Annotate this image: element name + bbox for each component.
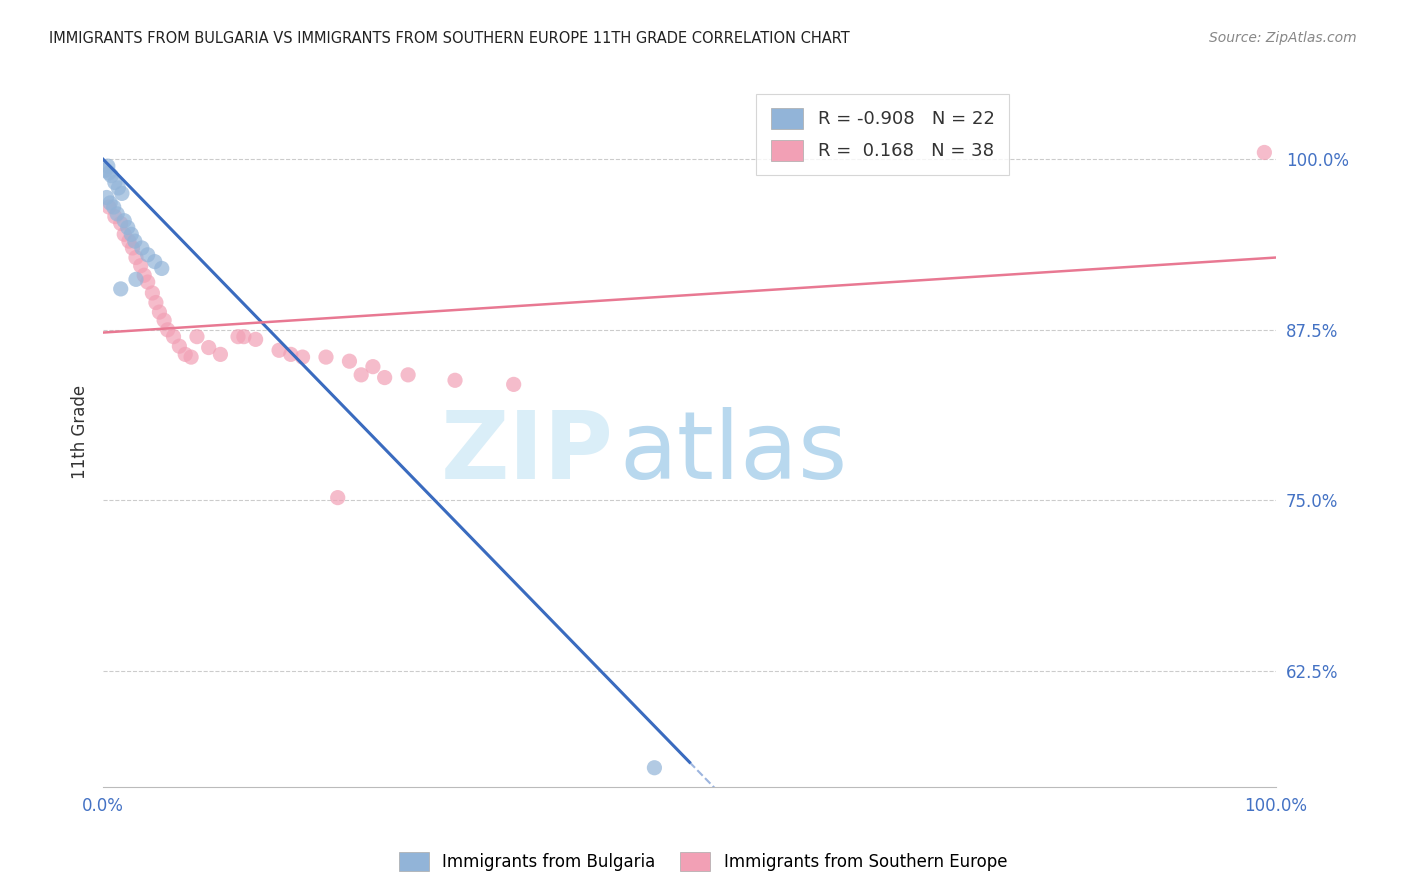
Point xyxy=(226,329,249,343)
Point xyxy=(98,196,121,211)
Point xyxy=(117,220,139,235)
Point xyxy=(104,176,127,190)
Point xyxy=(107,181,129,195)
Point xyxy=(112,213,135,227)
Point xyxy=(120,227,142,242)
Point xyxy=(96,190,118,204)
Point xyxy=(94,163,117,178)
Point xyxy=(110,282,132,296)
Point xyxy=(136,275,159,289)
Point xyxy=(396,368,419,382)
Point xyxy=(143,254,166,268)
Point xyxy=(169,339,191,353)
Point xyxy=(98,200,121,214)
Point xyxy=(350,368,373,382)
Text: Source: ZipAtlas.com: Source: ZipAtlas.com xyxy=(1209,31,1357,45)
Point xyxy=(131,241,153,255)
Point xyxy=(444,373,467,387)
Point xyxy=(121,241,143,255)
Point xyxy=(148,305,170,319)
Point xyxy=(643,761,665,775)
Point xyxy=(197,341,219,355)
Text: atlas: atlas xyxy=(619,408,848,500)
Point xyxy=(209,347,232,361)
Point xyxy=(104,210,127,224)
Point xyxy=(186,329,208,343)
Text: IMMIGRANTS FROM BULGARIA VS IMMIGRANTS FROM SOUTHERN EUROPE 11TH GRADE CORRELATI: IMMIGRANTS FROM BULGARIA VS IMMIGRANTS F… xyxy=(49,31,851,46)
Point xyxy=(105,207,128,221)
Point xyxy=(110,216,132,230)
Point xyxy=(125,251,148,265)
Point xyxy=(339,354,361,368)
Point xyxy=(174,347,197,361)
Point xyxy=(141,285,163,300)
Y-axis label: 11th Grade: 11th Grade xyxy=(72,385,89,479)
Point xyxy=(145,295,167,310)
Point xyxy=(1253,145,1275,160)
Point xyxy=(374,370,396,384)
Point xyxy=(153,313,176,327)
Point xyxy=(162,329,184,343)
Point xyxy=(267,343,290,358)
Point xyxy=(245,332,267,346)
Point xyxy=(291,350,314,364)
Point xyxy=(134,268,156,283)
Point xyxy=(118,234,141,248)
Text: ZIP: ZIP xyxy=(440,408,613,500)
Point xyxy=(502,377,524,392)
Point xyxy=(136,248,159,262)
Point xyxy=(97,159,120,173)
Point xyxy=(180,350,202,364)
Legend: R = -0.908   N = 22, R =  0.168   N = 38: R = -0.908 N = 22, R = 0.168 N = 38 xyxy=(756,94,1010,175)
Point xyxy=(156,323,179,337)
Point xyxy=(129,259,152,273)
Point xyxy=(125,272,148,286)
Point xyxy=(315,350,337,364)
Point xyxy=(98,166,121,180)
Point xyxy=(111,186,134,201)
Point xyxy=(280,347,302,361)
Point xyxy=(232,329,254,343)
Point xyxy=(150,261,173,276)
Point xyxy=(124,234,146,248)
Point xyxy=(103,200,125,214)
Point xyxy=(112,227,135,242)
Point xyxy=(326,491,349,505)
Point xyxy=(361,359,384,374)
Legend: Immigrants from Bulgaria, Immigrants from Southern Europe: Immigrants from Bulgaria, Immigrants fro… xyxy=(391,843,1015,880)
Point xyxy=(100,169,122,183)
